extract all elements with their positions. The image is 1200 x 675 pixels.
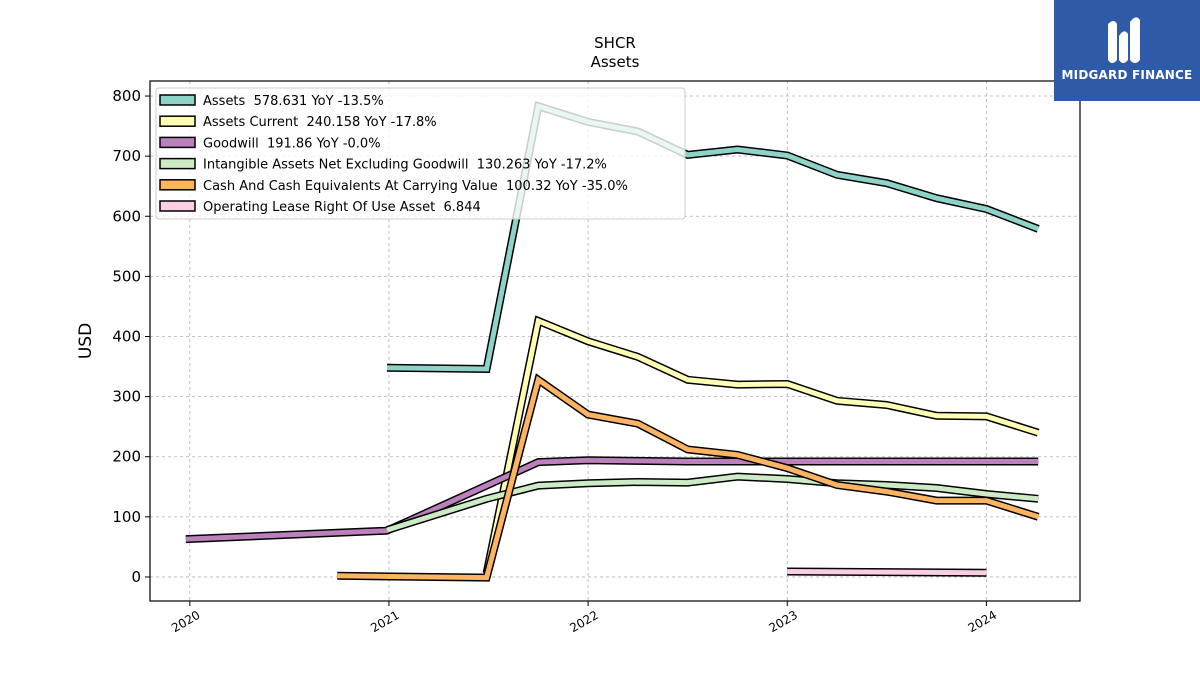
y-tick-label: 0 [131,568,141,586]
x-tick-label: 2020 [169,608,202,635]
series-outline-assets-current [482,315,1040,575]
legend-swatch [159,179,196,191]
legend-swatch [159,136,196,149]
watermark-logo: MIDGARD FINANCE [1054,0,1200,101]
watermark-text: MIDGARD FINANCE [1061,68,1193,82]
legend-swatch [159,115,196,127]
y-tick-label: 500 [112,267,141,285]
legend-label: Assets Current 240.158 YoY -17.8% [203,115,437,130]
chart-subtitle: Assets [591,53,640,71]
y-tick-label: 300 [112,388,141,406]
x-tick-label: 2024 [966,608,999,635]
plot-frame [149,80,1081,602]
legend-frame [155,87,686,220]
series-line-assets-current [484,317,1039,574]
legend-label: Goodwill 191.86 YoY -0.0% [203,136,381,151]
legend-swatch [159,200,196,212]
y-tick-label: 600 [112,207,141,225]
y-tick-label: 200 [112,448,141,466]
legend-label: Intangible Assets Net Excluding Goodwill… [203,158,607,173]
legend-swatch [159,157,196,170]
legend-label: Cash And Cash Equivalents At Carrying Va… [203,179,628,194]
legend: Assets 578.631 YoY -13.5% Assets Current … [155,87,686,220]
chart-title: SHCR [594,34,636,52]
legend-swatch [159,94,196,106]
logo-icon [1108,17,1140,63]
y-tick-label: 700 [112,147,141,165]
x-tick-label: 2021 [368,608,401,635]
x-tick-label: 2023 [767,608,800,635]
series-line-cash-and-cash-equivalents-at-carrying-value [337,375,1039,581]
y-axis-label: USD [76,323,96,359]
series-line-intangible-assets-net-excluding-goodwill [386,474,1039,533]
y-tick-label: 800 [112,87,141,105]
legend-label: Operating Lease Right Of Use Asset 6.844 [203,200,481,215]
y-tick-label: 100 [112,508,141,526]
legend-label: Assets 578.631 YoY -13.5% [203,94,384,109]
series-line-goodwill [185,457,1039,542]
x-tick-label: 2022 [567,608,600,635]
y-tick-label: 400 [112,327,141,345]
series-line-operating-lease-right-of-use-asset [787,569,987,576]
axis-ticks: 2020 2021 2022 2023 2024 0 100 200 300 400 500 600 7… [112,87,999,635]
